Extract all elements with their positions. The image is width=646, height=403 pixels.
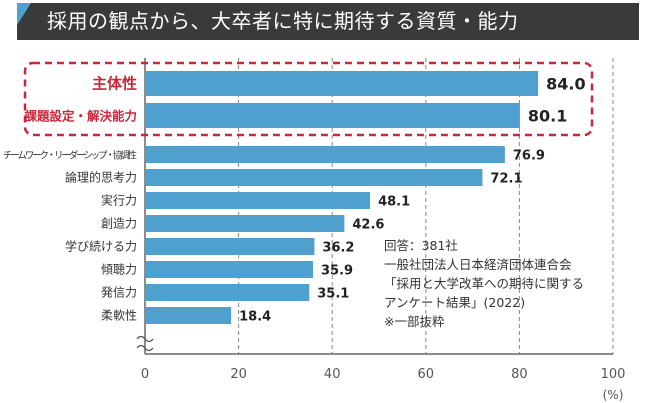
note-line: アンケート結果」(2022)	[384, 295, 526, 310]
x-tick-label: 20	[230, 367, 247, 382]
category-label: 主体性	[92, 75, 137, 93]
bar	[146, 215, 345, 232]
value-label: 76.9	[513, 149, 545, 164]
bar	[146, 284, 310, 301]
note-line: ※一部抜粋	[384, 314, 445, 329]
page-title: 採用の観点から、大卒者に特に期待する資質・能力	[47, 9, 519, 33]
value-label: 18.4	[239, 310, 271, 325]
x-tick-label: 60	[418, 367, 435, 382]
category-label: 実行力	[101, 193, 137, 208]
value-label: 80.1	[528, 107, 567, 126]
bar	[146, 103, 520, 128]
value-label: 72.1	[490, 172, 522, 187]
category-label: 傾聴力	[101, 263, 137, 277]
x-axis: 0 20 40 60 80 100 (%)	[141, 58, 626, 402]
highlight-box	[23, 61, 594, 137]
value-label: 48.1	[378, 195, 410, 210]
bar	[146, 261, 314, 278]
accent-triangle-icon	[17, 3, 31, 25]
bar	[146, 169, 483, 186]
bar	[146, 307, 232, 324]
bar	[146, 71, 539, 96]
note-line: 回答：381社	[384, 238, 458, 253]
x-tick-label: 80	[511, 367, 528, 382]
x-tick-label: 0	[141, 367, 149, 382]
note-line: 一般社団法人日本経済団体連合会	[384, 257, 572, 272]
category-label: 課題設定・解決能力	[24, 109, 137, 124]
category-labels: 主体性課題設定・解決能力チームワーク・リーダーシップ・協調性論理的思考力実行力創…	[3, 75, 137, 323]
category-label: 創造力	[101, 217, 137, 231]
category-label: 柔軟性	[101, 308, 137, 323]
value-label: 42.6	[352, 218, 384, 233]
axis-break-icon	[136, 335, 154, 352]
source-note: 回答：381社一般社団法人日本経済団体連合会 「採用と大学改革への期待に関する アン…	[384, 236, 584, 331]
bar	[146, 192, 371, 209]
category-label: 学び続ける力	[65, 239, 137, 254]
bars	[146, 71, 539, 324]
value-label: 84.0	[546, 75, 585, 94]
value-label: 35.9	[321, 264, 353, 279]
x-axis-label: (%)	[603, 388, 624, 402]
category-label: 論理的思考力	[65, 170, 137, 185]
bar	[146, 146, 505, 163]
value-label: 35.1	[317, 287, 349, 302]
note-line: 「採用と大学改革への期待に関する	[384, 276, 585, 291]
category-label: チームワーク・リーダーシップ・協調性	[3, 150, 137, 162]
category-label: 発信力	[101, 286, 137, 300]
header-banner: 採用の観点から、大卒者に特に期待する資質・能力	[17, 3, 639, 40]
bar	[146, 238, 315, 255]
x-tick-label: 100	[601, 367, 626, 382]
x-tick-label: 40	[324, 367, 341, 382]
value-label: 36.2	[322, 241, 354, 256]
value-labels: 84.0 80.1 76.9 72.1 48.1 42.6 36.2 35.9 35.1 18.4	[239, 75, 585, 325]
